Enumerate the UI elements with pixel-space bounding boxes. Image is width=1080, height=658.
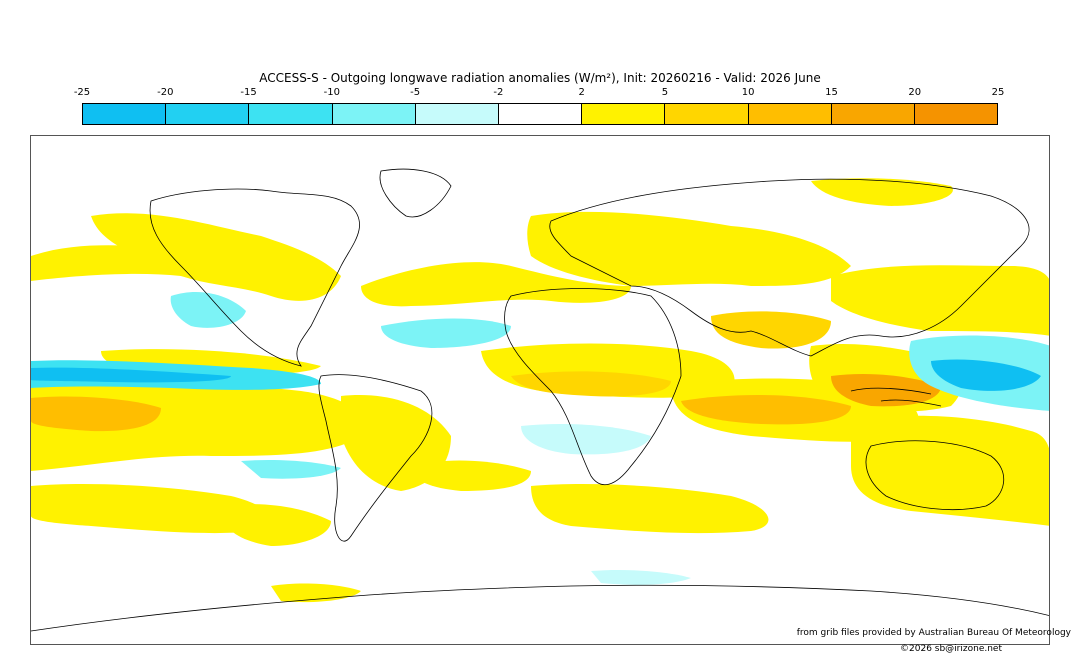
coastline-indonesia <box>850 387 942 407</box>
colorbar-tick-label: -5 <box>410 87 421 98</box>
colorbar-segment <box>332 104 416 124</box>
anomaly-equatorial-pacific-core-negative <box>31 367 231 383</box>
anomaly-south-indian-positive <box>531 484 769 534</box>
map-frame <box>30 135 1050 645</box>
coastline-eurasia <box>549 178 1030 357</box>
colorbar-segment <box>249 104 333 124</box>
anomaly-south-asia-strong-positive <box>711 311 831 349</box>
coastline-africa <box>504 288 682 486</box>
coastline-north-america <box>149 188 360 367</box>
colorbar-segment <box>166 104 250 124</box>
coastline-greenland <box>379 168 452 218</box>
colorbar-tick-label: -25 <box>73 87 91 98</box>
anomaly-pacific-strong-positive <box>31 396 161 432</box>
anomaly-australia-positive <box>851 415 1049 526</box>
colorbar-tick-label: 10 <box>741 87 755 98</box>
colorbar-tick-label: 25 <box>991 87 1005 98</box>
colorbar-segment <box>498 104 583 124</box>
coastline-south-america <box>318 374 433 542</box>
anomaly-map <box>31 168 1049 632</box>
colorbar-tick-label: 5 <box>661 87 669 98</box>
anomaly-south-pacific-negative <box>241 459 341 479</box>
data-credit: from grib files provided by Australian B… <box>796 628 1071 638</box>
colorbar-tick-label: -15 <box>240 87 257 98</box>
anomaly-europe-positive <box>527 211 851 286</box>
anomaly-east-pacific-negative <box>170 291 246 328</box>
colorbar-tick-label: -2 <box>493 87 504 98</box>
colorbar-segment <box>582 104 666 124</box>
anomaly-south-atlantic-positive <box>411 460 531 491</box>
colorbar-tick-label: 20 <box>908 87 922 98</box>
anomaly-south-atlantic-negative <box>521 424 651 455</box>
anomaly-south-ocean-negative <box>591 569 691 585</box>
copyright-notice: ©2026 sb@irizone.net <box>900 644 1002 654</box>
anomaly-west-pacific-core-negative <box>931 359 1041 391</box>
colorbar-segment <box>415 104 499 124</box>
figure-title: ACCESS-S - Outgoing longwave radiation a… <box>259 71 821 85</box>
anomaly-east-asia-positive <box>831 265 1049 336</box>
colorbar-segment <box>83 104 167 124</box>
coastline-australia <box>865 440 1005 510</box>
colorbar <box>82 103 998 125</box>
colorbar-segment <box>748 104 832 124</box>
colorbar-segment <box>914 104 998 124</box>
colorbar-tick-label: -20 <box>157 87 174 98</box>
anomaly-north-atlantic-negative <box>381 318 511 348</box>
colorbar-segment <box>665 104 749 124</box>
coastline-antarctica <box>31 584 1049 632</box>
anomaly-north-america-positive <box>91 213 341 301</box>
anomaly-north-atlantic-positive <box>361 262 631 307</box>
colorbar-tick-label: 15 <box>825 87 838 98</box>
colorbar-segment <box>831 104 915 124</box>
anomaly-maritime-strong-positive <box>831 374 941 407</box>
anomaly-south-america-south-positive <box>221 504 331 546</box>
colorbar-tick-label: -10 <box>323 87 340 98</box>
anomaly-africa-strong-positive <box>511 371 671 397</box>
anomaly-south-pacific-lower-positive <box>31 484 271 534</box>
colorbar-tick-label: 2 <box>578 87 585 98</box>
anomaly-indian-strong-positive <box>681 394 851 425</box>
anomaly-siberia-positive <box>811 178 953 206</box>
